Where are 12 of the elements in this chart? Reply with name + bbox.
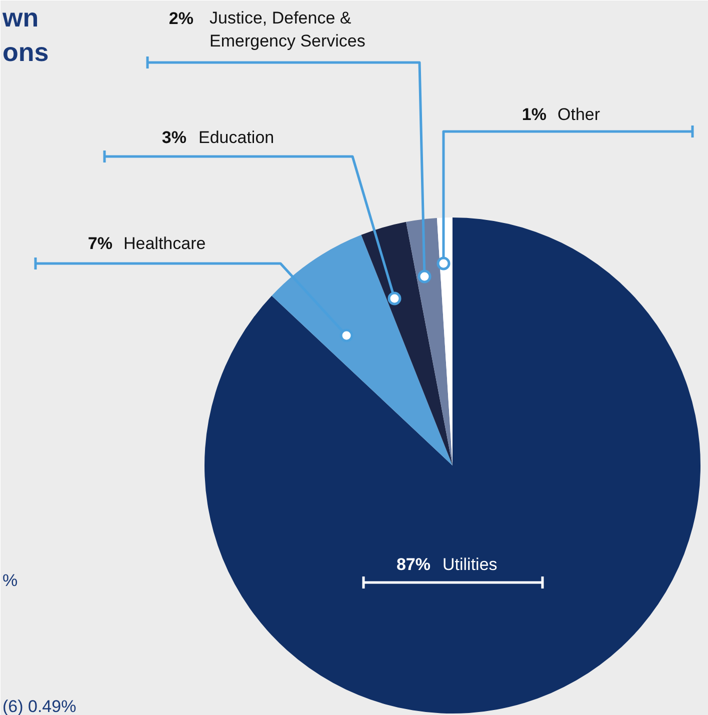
chart-title: wn ons: [2, 2, 49, 67]
data-label: 87%: [396, 555, 431, 574]
data-label: 2%: [168, 9, 194, 28]
data-label: 1%: [522, 105, 547, 124]
data-label: 7%: [88, 234, 113, 253]
slice-label: Justice, Defence & Emergency Services: [210, 8, 366, 50]
data-label: 3%: [162, 128, 187, 147]
slice-label: Other: [558, 105, 600, 124]
slice-label: Utilities: [442, 555, 498, 574]
text: %: [2, 571, 18, 590]
slice-label: Healthcare: [124, 234, 206, 253]
slice-label: Education: [198, 128, 274, 147]
